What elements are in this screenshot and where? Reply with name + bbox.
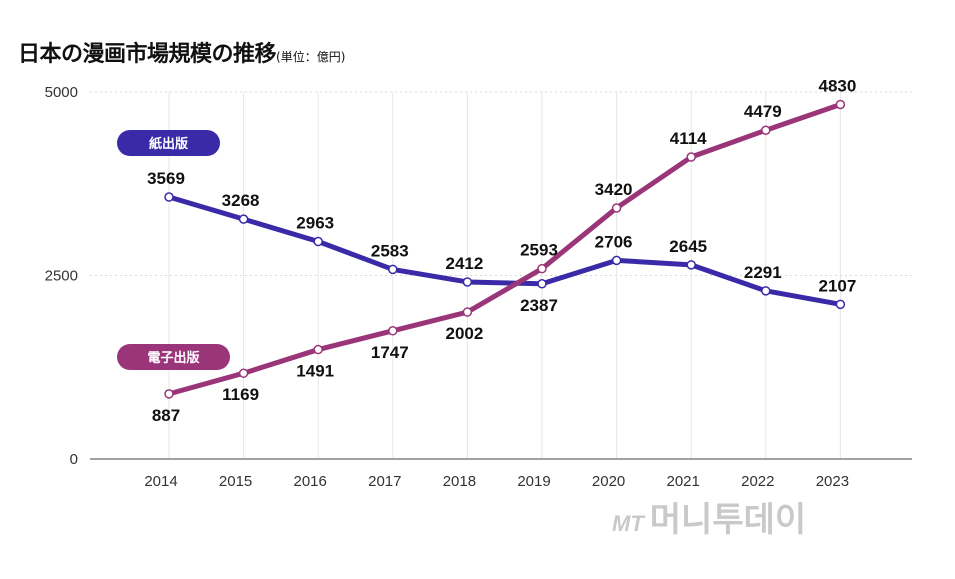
series-pill-0 bbox=[117, 130, 220, 156]
data-point-1-2016 bbox=[313, 344, 323, 355]
data-label-0-2018: 2412 bbox=[445, 254, 483, 273]
series-line-1 bbox=[166, 101, 843, 397]
data-point-1-2020 bbox=[611, 203, 622, 213]
data-label-1-2016: 1491 bbox=[296, 362, 334, 381]
x-tick-label-2020: 2020 bbox=[592, 473, 625, 490]
series-line-0 bbox=[166, 194, 843, 307]
chart-unit-subtitle: (単位：億円) bbox=[276, 50, 346, 64]
data-labels: 3569 3268 2963 2583 2412 2387 2706 2645 2291 2107… bbox=[147, 76, 856, 424]
data-point-0-2016 bbox=[313, 236, 323, 247]
data-point-1-2019 bbox=[537, 263, 547, 274]
series-lines bbox=[166, 101, 843, 397]
data-label-0-2020: 2706 bbox=[595, 232, 633, 251]
data-label-0-2022: 2291 bbox=[744, 263, 782, 282]
data-point-0-2019 bbox=[537, 279, 547, 289]
publisher-watermark: MT 머니투데이 bbox=[612, 492, 806, 541]
x-tick-label-2023: 2023 bbox=[816, 473, 849, 490]
data-label-1-2023: 4830 bbox=[818, 76, 856, 95]
watermark-name: 머니투데이 bbox=[649, 500, 807, 540]
data-point-0-2021 bbox=[686, 260, 696, 270]
data-label-0-2015: 3268 bbox=[222, 191, 260, 210]
y-tick-label-0: 0 bbox=[70, 451, 78, 468]
x-tick-label-2014: 2014 bbox=[144, 473, 177, 490]
x-tick-label-2015: 2015 bbox=[219, 473, 252, 490]
data-point-0-2014 bbox=[164, 192, 174, 202]
data-point-1-2021 bbox=[686, 152, 696, 162]
y-tick-label-2500: 2500 bbox=[45, 268, 78, 285]
data-label-0-2017: 2583 bbox=[371, 241, 409, 260]
series-pill-label-1: 電子出版 bbox=[147, 350, 199, 366]
data-point-1-2014 bbox=[164, 389, 174, 399]
data-point-1-2015 bbox=[238, 368, 249, 378]
data-label-1-2022: 4479 bbox=[744, 102, 782, 121]
data-label-1-2021: 4114 bbox=[670, 129, 707, 148]
data-point-1-2023 bbox=[835, 99, 846, 110]
data-label-0-2021: 2645 bbox=[669, 237, 707, 256]
data-label-1-2014: 887 bbox=[152, 406, 180, 425]
data-label-1-2020: 3420 bbox=[595, 180, 633, 199]
data-point-0-2023 bbox=[835, 299, 846, 310]
data-label-0-2014: 3569 bbox=[147, 169, 185, 188]
data-label-0-2023: 2107 bbox=[818, 276, 856, 295]
x-tick-label-2017: 2017 bbox=[368, 473, 401, 490]
data-point-0-2022 bbox=[761, 286, 771, 296]
data-point-0-2017 bbox=[388, 264, 398, 275]
series-pill-1 bbox=[117, 344, 230, 370]
data-label-1-2017: 1747 bbox=[371, 343, 409, 362]
x-tick-label-2018: 2018 bbox=[443, 473, 476, 490]
data-point-1-2018 bbox=[462, 307, 473, 317]
x-tick-label-2019: 2019 bbox=[517, 473, 550, 490]
x-tick-label-2016: 2016 bbox=[294, 473, 327, 490]
data-label-0-2019: 2387 bbox=[520, 296, 558, 315]
chart-title-block: 日本の漫画市場規模の推移(単位：億円) bbox=[18, 36, 345, 68]
x-tick-label-2021: 2021 bbox=[667, 473, 700, 490]
series-pill-label-0: 紙出版 bbox=[149, 136, 188, 152]
data-label-1-2015: 1169 bbox=[222, 385, 259, 404]
data-label-1-2018: 2002 bbox=[445, 324, 483, 343]
watermark-logo: MT bbox=[612, 511, 644, 536]
data-point-0-2018 bbox=[462, 277, 473, 287]
data-label-1-2019: 2593 bbox=[520, 241, 558, 260]
y-tick-label-5000: 5000 bbox=[45, 84, 78, 101]
chart-title: 日本の漫画市場規模の推移 bbox=[18, 42, 277, 67]
data-point-0-2020 bbox=[611, 255, 622, 266]
data-points bbox=[164, 99, 846, 399]
data-point-0-2015 bbox=[238, 214, 249, 224]
x-tick-label-2022: 2022 bbox=[741, 473, 774, 490]
data-point-1-2017 bbox=[388, 326, 398, 336]
data-point-1-2022 bbox=[761, 125, 771, 135]
data-label-0-2016: 2963 bbox=[296, 214, 334, 233]
chart-axes: 0 2500 5000 2014 2015 2016 2017 2018 2019 2020 202… bbox=[45, 84, 912, 490]
